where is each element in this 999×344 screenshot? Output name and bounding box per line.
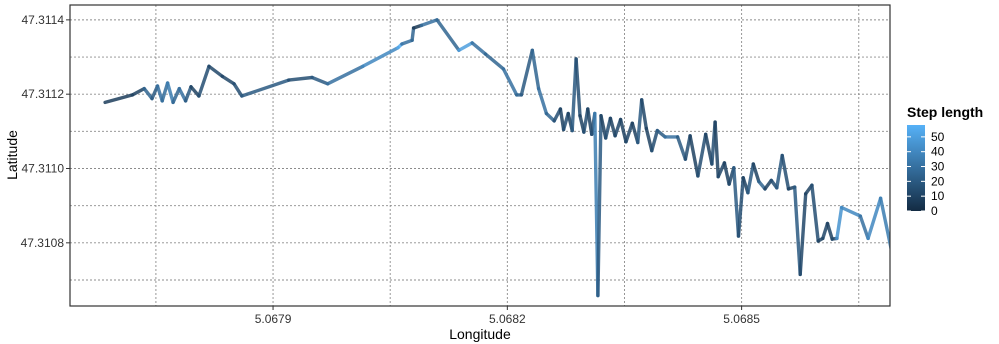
- trajectory-segment: [942, 196, 947, 260]
- trajectory-segment: [675, 135, 688, 161]
- trajectory-segment: [903, 235, 916, 265]
- trajectory-segment: [746, 162, 755, 195]
- legend-tick-label: 10: [931, 189, 945, 203]
- y-axis-ticks: 47.3108 47.3110 47.3112 47.3114: [21, 13, 70, 250]
- trajectory-segment: [793, 185, 802, 277]
- trajectory-segment: [970, 276, 975, 281]
- trajectory-segment: [536, 86, 549, 116]
- legend-title: Step length: [907, 104, 983, 120]
- trajectory-segment: [990, 276, 995, 279]
- trajectory-segment: [624, 121, 634, 144]
- trajectory-segment: [596, 113, 603, 298]
- legend-tick-label: 30: [931, 160, 945, 174]
- trajectory-segment: [240, 78, 291, 98]
- panel-border: [69, 4, 891, 307]
- trajectory-segment: [574, 57, 582, 118]
- legend-colorbar: [907, 125, 925, 211]
- trajectory-segment: [889, 250, 890, 252]
- trajectory-segment: [688, 134, 700, 178]
- trajectory-path: [103, 18, 999, 298]
- trajectory-segment: [142, 86, 154, 101]
- trajectory-segment: [858, 214, 870, 241]
- trajectory-segment: [722, 161, 731, 186]
- trajectory-segment: [965, 271, 970, 276]
- panel-background: [70, 5, 890, 306]
- trajectory-segment: [644, 126, 654, 153]
- trajectory-segment: [825, 221, 834, 241]
- trajectory-segment: [835, 205, 844, 241]
- y-tick-label: 47.3114: [22, 13, 65, 27]
- trajectory-segment: [457, 41, 474, 52]
- trajectory-segment: [696, 132, 708, 178]
- legend-tick-label: 40: [931, 145, 945, 159]
- trajectory-segment: [780, 153, 791, 191]
- trajectory-segment: [953, 270, 958, 276]
- trajectory-segment: [130, 86, 146, 97]
- trajectory-segment: [544, 111, 556, 123]
- trajectory-segment: [361, 46, 400, 69]
- trajectory-segment: [207, 64, 225, 79]
- trajectory-segment: [183, 85, 193, 103]
- trajectory-segment: [483, 52, 506, 71]
- trajectory-segment: [165, 81, 175, 105]
- trajectory-segment: [775, 153, 784, 190]
- trajectory-segment: [751, 162, 761, 184]
- trajectory-segment: [798, 192, 808, 277]
- legend-tick-label: 50: [931, 130, 945, 144]
- trajectory-segment: [177, 86, 188, 103]
- grid-lines: [70, 5, 890, 306]
- trajectory-segment: [915, 215, 926, 235]
- trajectory-segment: [650, 128, 659, 153]
- trajectory-segment: [946, 261, 952, 276]
- x-axis-title: Longitude: [449, 326, 511, 342]
- x-tick-label: 5.0679: [255, 312, 292, 326]
- trajectory-segment: [636, 98, 644, 145]
- trajectory-segment: [189, 85, 201, 98]
- trajectory-segment: [810, 183, 820, 243]
- trajectory-segment: [400, 38, 414, 46]
- trajectory-segment: [839, 205, 862, 218]
- trajectory-segment: [640, 98, 648, 131]
- trajectory-segment: [713, 120, 720, 179]
- trajectory-segment: [326, 64, 365, 86]
- x-tick-label: 5.0685: [723, 312, 760, 326]
- trajectory-segment: [957, 270, 962, 277]
- legend-tick-label: 20: [931, 174, 945, 188]
- trajectory-segment: [310, 75, 330, 86]
- trajectory-segment: [410, 26, 416, 42]
- y-tick-label: 47.3108: [21, 236, 65, 250]
- trajectory-segment: [197, 64, 211, 98]
- trajectory-segment: [618, 117, 628, 144]
- trajectory-segment: [419, 18, 439, 28]
- y-axis-title: Latitude: [4, 130, 20, 180]
- trajectory-segment: [220, 74, 236, 86]
- y-tick-label: 47.3112: [22, 87, 65, 101]
- trajectory-segment: [470, 41, 488, 56]
- trajectory-segment: [974, 274, 979, 280]
- trajectory-segment: [866, 196, 883, 241]
- trajectory-segment: [962, 271, 965, 277]
- trajectory-segment: [232, 82, 244, 98]
- legend-tick-label: 0: [931, 204, 938, 218]
- trajectory-segment: [985, 248, 990, 275]
- trajectory-segment: [171, 86, 182, 105]
- trajectory-segment: [501, 67, 519, 97]
- y-tick-label: 47.3110: [22, 162, 65, 176]
- trajectory-segment: [519, 48, 534, 97]
- x-tick-label: 5.0682: [489, 312, 526, 326]
- x-axis-ticks: 5.0679 5.0682 5.0685: [255, 306, 760, 326]
- trajectory-segment: [435, 18, 461, 52]
- trajectory-segment: [736, 176, 745, 238]
- trajectory-segment: [530, 48, 541, 91]
- trajectory-segment: [995, 273, 999, 278]
- trajectory-segment: [979, 248, 985, 274]
- trajectory-segment: [287, 75, 314, 82]
- trajectory-segment: [103, 93, 135, 105]
